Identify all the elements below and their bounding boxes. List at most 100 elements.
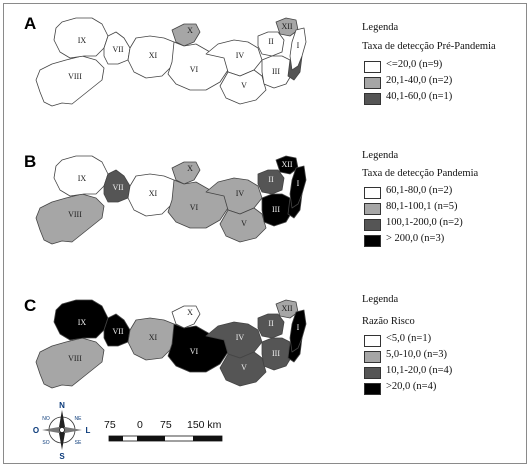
compass-se: SE (75, 440, 82, 446)
region-label-iii-panel-c: III (272, 349, 280, 358)
region-label-iv-panel-c: IV (236, 333, 245, 342)
legend-a-swatch-2 (364, 93, 381, 105)
scale-tick-150km: 150 km (187, 419, 222, 431)
region-label-viii-panel-b: VIII (68, 210, 82, 219)
region-label-iv-panel-b: IV (236, 189, 245, 198)
region-label-vii-panel-a: VII (112, 45, 123, 54)
compass-o: O (33, 426, 39, 435)
region-label-xi-panel-b: XI (149, 189, 158, 198)
legend-c-swatch-3 (364, 383, 381, 395)
region-viii-panel-b (35, 193, 105, 245)
region-label-v-panel-c: V (241, 363, 247, 372)
legend-a-item-1: 20,1-40,0 (n=2) (386, 75, 453, 86)
region-label-vii-panel-b: VII (112, 183, 123, 192)
legend-b-swatch-2 (364, 219, 381, 231)
compass-n: N (59, 401, 65, 410)
region-label-iv-panel-a: IV (236, 51, 245, 60)
legend-b-item-2: 100,1-200,0 (n=2) (386, 217, 463, 228)
region-viii-panel-c (35, 337, 105, 389)
region-v-panel-b (219, 207, 267, 243)
region-ii-panel-c (257, 313, 285, 339)
scale-bar (108, 435, 223, 442)
legend-c-item-1: 5,0-10,0 (n=3) (386, 349, 448, 360)
compass-l: L (86, 426, 91, 435)
region-iii-panel-a (261, 55, 293, 89)
legend-a-swatch-1 (364, 77, 381, 89)
region-v-panel-a (219, 69, 267, 105)
panel-a-letter: A (24, 14, 37, 33)
region-i-panel-b (289, 165, 307, 209)
legend-a-swatch-0 (364, 61, 381, 73)
region-label-x-panel-b: X (187, 164, 193, 173)
region-label-viii-panel-a: VIII (68, 72, 82, 81)
legend-c-swatch-0 (364, 335, 381, 347)
compass-no: NO (42, 416, 50, 422)
region-x-panel-b (171, 161, 201, 185)
panel-c-letter: C (24, 296, 37, 315)
legend-c-swatch-2 (364, 367, 381, 379)
region-x-panel-a (171, 23, 201, 47)
region-label-vi-panel-c: VI (190, 347, 199, 356)
region-label-vi-panel-a: VI (190, 65, 199, 74)
region-ii-panel-b (257, 169, 285, 195)
legend-a-subtitle: Taxa de detecção Pré-Pandemia (362, 41, 496, 52)
region-i-panel-a (289, 27, 307, 71)
legend-c-title: Legenda (362, 294, 399, 305)
legend-c-item-3: >20,0 (n=4) (386, 381, 437, 392)
compass-s: S (59, 452, 65, 461)
legend-a-item-0: <=20,0 (n=9) (386, 59, 443, 70)
panel-b-letter: B (24, 152, 37, 171)
region-label-xi-panel-a: XI (149, 51, 158, 60)
legend-c-subtitle: Razão Risco (362, 316, 415, 327)
compass-so: SO (42, 440, 49, 446)
compass-rose-icon (42, 410, 82, 450)
region-label-xii-panel-a: XII (281, 22, 292, 31)
region-label-vi-panel-b: VI (190, 203, 199, 212)
region-label-ix-panel-b: IX (78, 174, 87, 183)
region-label-x-panel-c: X (187, 308, 193, 317)
region-label-i-panel-a: I (297, 41, 300, 50)
region-ii-panel-a (257, 31, 285, 57)
region-label-ix-panel-a: IX (78, 36, 87, 45)
region-label-iii-panel-a: III (272, 67, 280, 76)
legend-b-item-3: > 200,0 (n=3) (386, 233, 445, 244)
region-label-i-panel-c: I (297, 323, 300, 332)
region-label-xii-panel-b: XII (281, 160, 292, 169)
legend-b-title: Legenda (362, 150, 399, 161)
scale-tick-75-right: 75 (160, 419, 172, 431)
scale-tick-75-left: 75 (104, 419, 116, 431)
region-iii-panel-b (261, 193, 293, 227)
region-label-xii-panel-c: XII (281, 304, 292, 313)
region-label-ii-panel-c: II (268, 319, 274, 328)
region-x-panel-c (171, 305, 201, 329)
region-iii-panel-c (261, 337, 293, 371)
legend-a-title: Legenda (362, 22, 399, 33)
legend-c-item-0: <5,0 (n=1) (386, 333, 432, 344)
region-label-v-panel-b: V (241, 219, 247, 228)
legend-c-item-2: 10,1-20,0 (n=4) (386, 365, 453, 376)
legend-b-swatch-3 (364, 235, 381, 247)
region-label-x-panel-a: X (187, 26, 193, 35)
region-label-i-panel-b: I (297, 179, 300, 188)
region-v-panel-c (219, 351, 267, 387)
region-label-v-panel-a: V (241, 81, 247, 90)
region-label-vii-panel-c: VII (112, 327, 123, 336)
legend-b-item-1: 80,1-100,1 (n=5) (386, 201, 458, 212)
region-i-panel-c (289, 309, 307, 353)
legend-a-item-2: 40,1-60,0 (n=1) (386, 91, 453, 102)
region-label-xi-panel-c: XI (149, 333, 158, 342)
legend-b-subtitle: Taxa de detecção Pandemia (362, 168, 479, 179)
legend-c-swatch-1 (364, 351, 381, 363)
legend-b-swatch-1 (364, 203, 381, 215)
scale-tick-0: 0 (137, 419, 143, 431)
compass-ne: NE (75, 416, 83, 422)
legend-b-item-0: 60,1-80,0 (n=2) (386, 185, 453, 196)
region-label-ix-panel-c: IX (78, 318, 87, 327)
region-label-iii-panel-b: III (272, 205, 280, 214)
region-label-ii-panel-a: II (268, 37, 274, 46)
region-viii-panel-a (35, 55, 105, 107)
